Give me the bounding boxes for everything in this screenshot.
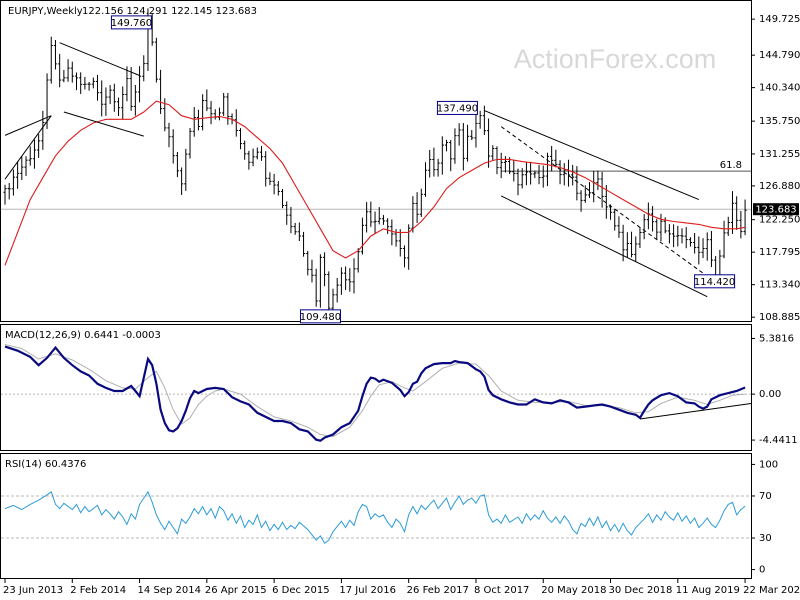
- price-annotation-label: 137.490: [437, 103, 478, 114]
- x-tick-label: 30 Dec 2018: [609, 585, 673, 596]
- macd-signal-line: [4, 344, 746, 438]
- axis-layer: 149.725 144.790 140.340 135.750 131.255 126.8…: [3, 14, 800, 596]
- price-trendline: [484, 110, 700, 201]
- x-tick-label: 26 Feb 2017: [407, 585, 469, 596]
- price-y-tick-label: 126.880: [759, 181, 800, 192]
- price-trendline: [4, 115, 52, 180]
- macd-y-tick-label: -4.4411: [759, 435, 798, 446]
- macd-y-tick-label: 5.3816: [759, 333, 794, 344]
- price-y-tick-label: 122.250: [759, 215, 800, 226]
- x-tick-label: 11 Aug 2019: [676, 585, 740, 596]
- macd-title: MACD(12,26,9) 0.6441 -0.0003: [5, 330, 161, 341]
- rsi-layer: [1, 490, 751, 545]
- price-y-tick-label: 140.340: [759, 83, 800, 94]
- price-y-tick-label: 113.340: [759, 280, 800, 291]
- price-header-ohlc: 122.156 124.291 122.145 123.683: [82, 6, 257, 17]
- price-trendline: [500, 195, 708, 298]
- fib-61-8-label: 61.8: [720, 160, 742, 171]
- price-y-tick-label: 117.795: [759, 247, 800, 258]
- macd-panel-frame: [0, 324, 752, 451]
- price-trendline: [59, 42, 140, 76]
- moving-average-line: [4, 100, 746, 266]
- price-y-tick-label: 144.790: [759, 50, 800, 61]
- price-panel-frame: [0, 0, 752, 322]
- price-y-tick-label: 131.255: [759, 149, 800, 160]
- x-tick-label: 2 Feb 2014: [70, 585, 126, 596]
- watermark: ActionForex.com: [514, 44, 717, 74]
- price-y-tick-label: 149.725: [759, 14, 800, 25]
- price-annotation-label: 109.480: [300, 312, 341, 323]
- rsi-y-tick-label: 100: [759, 459, 778, 470]
- x-tick-label: 14 Sep 2014: [138, 585, 201, 596]
- rsi-title: RSI(14) 60.4376: [5, 459, 86, 470]
- x-tick-label: 20 May 2018: [541, 585, 606, 596]
- current-price-box: [753, 203, 799, 216]
- price-annotation-box: [436, 100, 478, 115]
- price-annotation-box: [299, 309, 341, 324]
- x-tick-label: 23 Jun 2013: [3, 585, 63, 596]
- rsi-y-tick-label: 0: [759, 565, 765, 576]
- price-annotation-label: 149.760: [111, 18, 152, 29]
- x-tick-label: 6 Dec 2015: [272, 585, 330, 596]
- price-header-symbol: EURJPY,Weekly: [8, 6, 83, 17]
- price-y-tick-label: 135.750: [759, 116, 800, 127]
- macd-y-tick-label: 0.00: [759, 389, 781, 400]
- macd-line: [4, 345, 746, 442]
- x-tick-label: 26 Apr 2015: [205, 585, 267, 596]
- x-tick-label: 17 Jul 2016: [339, 585, 396, 596]
- price-trendline: [500, 126, 708, 277]
- price-trendline: [63, 111, 144, 137]
- x-tick-label: 8 Oct 2017: [474, 585, 529, 596]
- rsi-line: [4, 490, 746, 545]
- rsi-panel-frame: [0, 453, 752, 579]
- price-y-tick-label: 108.885: [759, 312, 800, 323]
- price-annotation-label: 114.420: [694, 277, 735, 288]
- rsi-y-tick-label: 30: [759, 533, 772, 544]
- x-tick-label: 22 Mar 2020: [743, 585, 800, 596]
- macd-layer: [1, 344, 752, 442]
- macd-trendline: [639, 402, 752, 420]
- price-trendline: [4, 115, 52, 136]
- rsi-y-tick-label: 70: [759, 491, 772, 502]
- price-bars: [3, 8, 747, 319]
- price-layer: 61.8 149.760 137.490 109.480 114.420: [1, 8, 751, 324]
- price-annotation-box: [110, 15, 152, 30]
- current-price-label: 123.683: [755, 205, 796, 216]
- price-annotation-box: [694, 274, 736, 289]
